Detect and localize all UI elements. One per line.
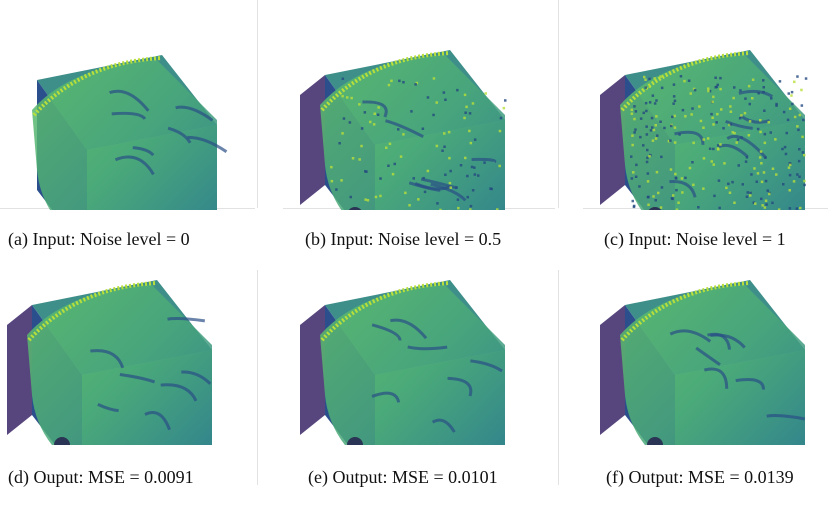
divider-v1 [257, 0, 258, 208]
caption-f: (f) Output: MSE = 0.0139 [606, 467, 794, 487]
panel-a-image [2, 10, 262, 250]
divider-v4 [558, 270, 559, 485]
volume-box [32, 55, 228, 210]
panel-b-image [290, 10, 550, 250]
brain-volume-render-d [7, 280, 212, 445]
volume-box [600, 280, 806, 445]
brain-volume-render-e [300, 280, 505, 445]
brain-volume-render-c [600, 50, 808, 210]
volume-box [600, 50, 808, 210]
divider-v3 [257, 270, 258, 485]
divider-v2 [558, 0, 559, 208]
volume-box [300, 280, 505, 445]
brain-volume-render-b [300, 50, 507, 210]
caption-e: (e) Output: MSE = 0.0101 [308, 467, 498, 487]
volume-box [7, 280, 212, 445]
panel-f-image [590, 275, 830, 515]
volume-box [300, 50, 507, 210]
caption-d: (d) Ouput: MSE = 0.0091 [8, 467, 194, 487]
caption-c: (c) Input: Noise level = 1 [604, 229, 786, 249]
panel-e-image [290, 275, 550, 515]
panel-d-image [2, 275, 262, 515]
panel-c-image [590, 10, 830, 250]
caption-b: (b) Input: Noise level = 0.5 [305, 229, 502, 249]
brain-volume-render-f [600, 280, 806, 445]
caption-a: (a) Input: Noise level = 0 [8, 229, 190, 249]
brain-volume-render-a [32, 55, 228, 210]
